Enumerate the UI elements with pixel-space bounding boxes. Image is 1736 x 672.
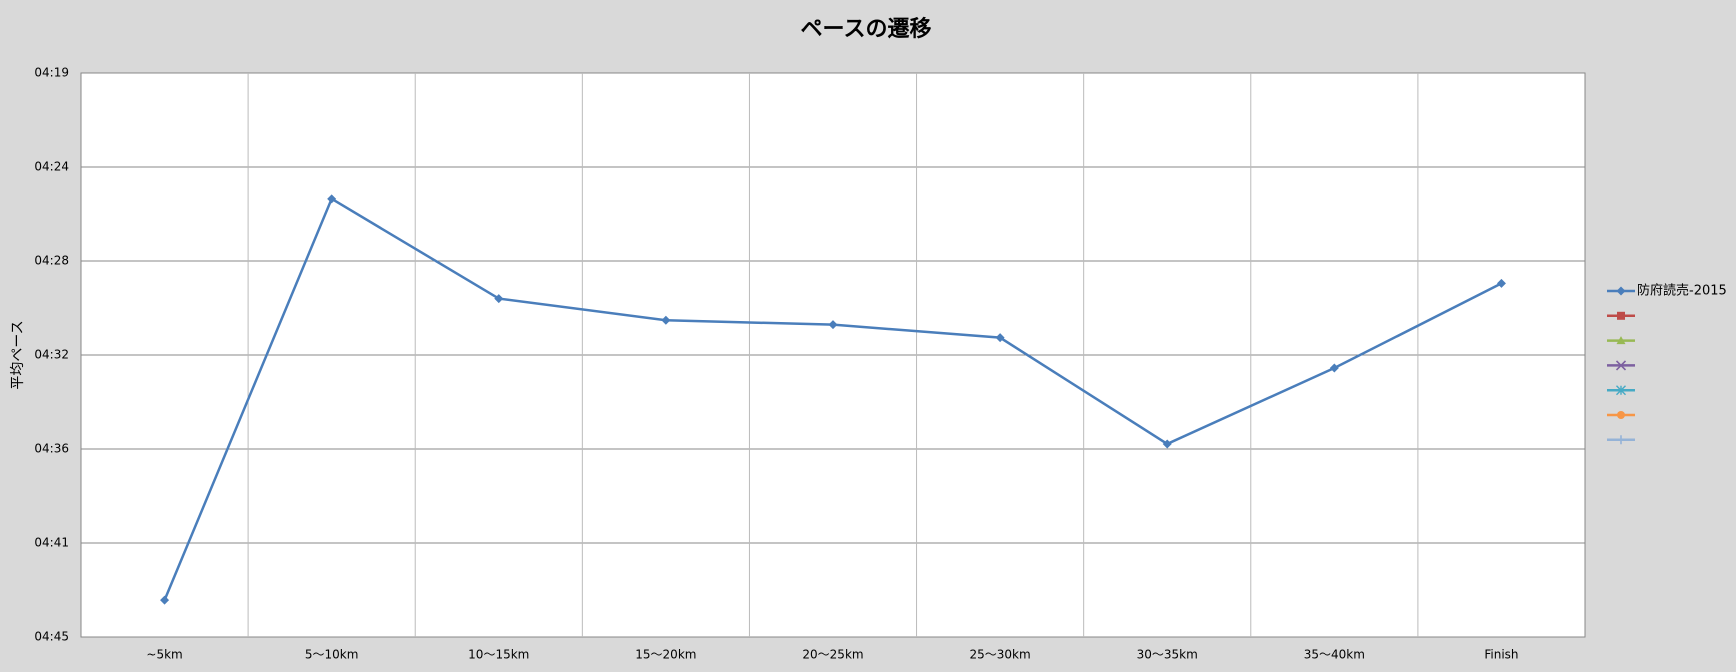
marker <box>1329 363 1339 373</box>
y-tick-label: 04:41 <box>34 536 69 550</box>
x-tick-label: 15～20km <box>635 648 696 662</box>
marker <box>1616 286 1626 296</box>
marker <box>995 333 1005 343</box>
marker <box>1162 439 1172 449</box>
y-tick-label: 04:24 <box>34 159 69 173</box>
marker <box>1616 336 1626 345</box>
marker <box>828 320 838 330</box>
marker <box>1616 435 1626 445</box>
x-tick-label: ~5km <box>146 648 182 662</box>
y-tick-label: 04:36 <box>34 441 69 455</box>
y-tick-label: 04:45 <box>34 630 69 644</box>
x-tick-label: 30～35km <box>1137 648 1198 662</box>
marker <box>661 315 671 325</box>
marker <box>1496 278 1506 288</box>
y-tick-label: 04:28 <box>34 254 69 268</box>
marker <box>1617 311 1625 320</box>
x-tick-label: 20～25km <box>802 648 863 662</box>
y-tick-label: 04:19 <box>34 66 69 80</box>
marker <box>160 595 170 605</box>
y-axis-label: 平均ペース <box>10 320 26 389</box>
x-tick-label: 10～15km <box>468 648 529 662</box>
x-tick-label: Finish <box>1484 648 1518 662</box>
x-tick-label: 25～30km <box>970 648 1031 662</box>
y-tick-label: 04:32 <box>34 348 69 362</box>
marker <box>1615 360 1627 371</box>
chart-title: ペースの遷移 <box>801 16 932 42</box>
marker <box>327 194 337 204</box>
marker <box>494 294 504 304</box>
x-tick-label: 35～40km <box>1304 648 1365 662</box>
legend-label: 防府読売-2015 <box>1637 283 1727 299</box>
x-tick-label: 5～10km <box>305 648 359 662</box>
marker <box>1616 385 1626 396</box>
marker <box>1617 411 1625 419</box>
